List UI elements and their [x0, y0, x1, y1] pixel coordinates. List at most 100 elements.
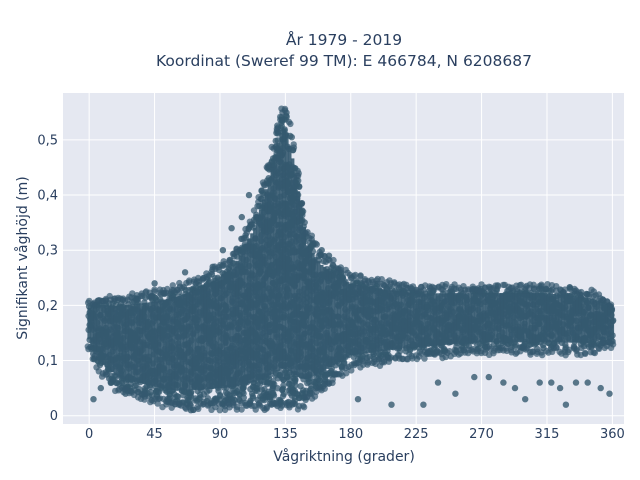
data-point-cluster — [229, 268, 234, 388]
data-point-cluster — [596, 300, 600, 341]
data-point — [220, 258, 227, 265]
data-point — [131, 382, 138, 389]
data-point-cluster — [354, 284, 359, 355]
data-point-cluster — [357, 285, 362, 355]
data-point-cluster — [163, 299, 167, 389]
data-point — [378, 276, 385, 283]
data-point — [249, 393, 256, 400]
data-point-outlier — [606, 390, 613, 397]
data-point-cluster — [349, 284, 353, 356]
x-tick-label: 45 — [146, 427, 163, 442]
data-point — [290, 141, 297, 148]
data-point — [128, 389, 135, 396]
data-point — [363, 357, 371, 364]
data-point — [421, 355, 428, 362]
data-point-cluster — [468, 293, 472, 344]
data-point — [329, 376, 336, 383]
data-point — [572, 287, 580, 294]
data-point-cluster — [584, 297, 588, 343]
x-tick-label: 270 — [469, 427, 494, 442]
data-point — [442, 353, 449, 361]
data-point — [163, 289, 170, 297]
data-point — [429, 283, 436, 290]
data-point — [300, 404, 308, 411]
data-point-cluster — [288, 145, 292, 372]
data-point-outlier — [318, 247, 325, 254]
data-point-cluster — [189, 291, 193, 391]
data-point — [270, 145, 277, 152]
data-point-cluster — [430, 293, 434, 346]
data-point — [562, 341, 569, 348]
data-point-cluster — [340, 278, 344, 361]
data-point — [290, 400, 297, 407]
data-point-outlier — [107, 379, 115, 386]
data-point-cluster — [328, 270, 333, 368]
data-point — [521, 345, 528, 352]
data-point-cluster — [174, 297, 179, 391]
data-point — [477, 287, 484, 294]
data-point-cluster — [96, 304, 100, 360]
data-point — [539, 351, 546, 359]
data-point-cluster — [482, 293, 487, 343]
data-point-outlier — [584, 379, 591, 386]
data-point — [292, 382, 299, 389]
chart-title: År 1979 - 2019 — [286, 30, 402, 49]
data-point-cluster — [561, 295, 565, 343]
x-tick-label: 315 — [535, 427, 560, 442]
data-point — [308, 236, 315, 243]
data-point — [443, 281, 450, 288]
data-point-outlier — [90, 396, 97, 403]
data-point-cluster — [363, 286, 368, 354]
data-point — [269, 378, 277, 385]
data-point-cluster — [125, 305, 129, 380]
data-point — [238, 406, 245, 413]
data-point-cluster — [564, 295, 568, 343]
data-point-cluster — [549, 293, 554, 343]
data-point-cluster — [439, 293, 443, 346]
data-point — [368, 276, 375, 284]
data-point — [298, 200, 305, 207]
data-point — [507, 284, 515, 292]
data-point-cluster — [334, 274, 338, 364]
data-point-cluster — [360, 285, 365, 354]
data-point — [151, 395, 159, 403]
data-point-cluster — [168, 298, 173, 390]
data-point-cluster — [381, 289, 385, 351]
data-point-cluster — [133, 304, 138, 382]
data-point — [151, 286, 158, 293]
data-point-outlier — [562, 401, 570, 408]
data-point-cluster — [241, 249, 245, 385]
data-point-outlier — [187, 407, 195, 414]
data-point — [291, 375, 299, 383]
data-point — [285, 118, 293, 126]
data-point-cluster — [517, 293, 522, 343]
data-point-cluster — [511, 293, 516, 343]
data-point — [216, 407, 223, 414]
data-point-cluster — [331, 272, 336, 366]
data-point-cluster — [601, 302, 606, 340]
data-point — [348, 367, 355, 374]
data-point-cluster — [552, 293, 556, 343]
data-point-outlier — [408, 285, 415, 292]
data-point — [582, 350, 589, 357]
data-point — [169, 282, 176, 289]
data-point — [263, 164, 270, 171]
data-point — [595, 344, 602, 352]
data-point-cluster — [165, 298, 170, 390]
data-point — [85, 345, 92, 353]
data-point-cluster — [427, 293, 431, 347]
data-point — [273, 125, 281, 133]
data-point — [303, 394, 310, 401]
data-point-cluster — [128, 304, 132, 381]
data-point-cluster — [238, 255, 243, 386]
data-point-cluster — [520, 293, 524, 343]
data-point-outlier — [181, 269, 189, 276]
data-point-cluster — [433, 293, 437, 346]
data-point-outlier — [209, 263, 216, 270]
data-point-cluster — [299, 208, 304, 379]
data-point-outlier — [567, 285, 574, 292]
data-point-cluster — [459, 293, 463, 344]
data-point-cluster — [532, 293, 536, 343]
data-point-cluster — [142, 302, 147, 384]
data-point-cluster — [151, 301, 155, 387]
